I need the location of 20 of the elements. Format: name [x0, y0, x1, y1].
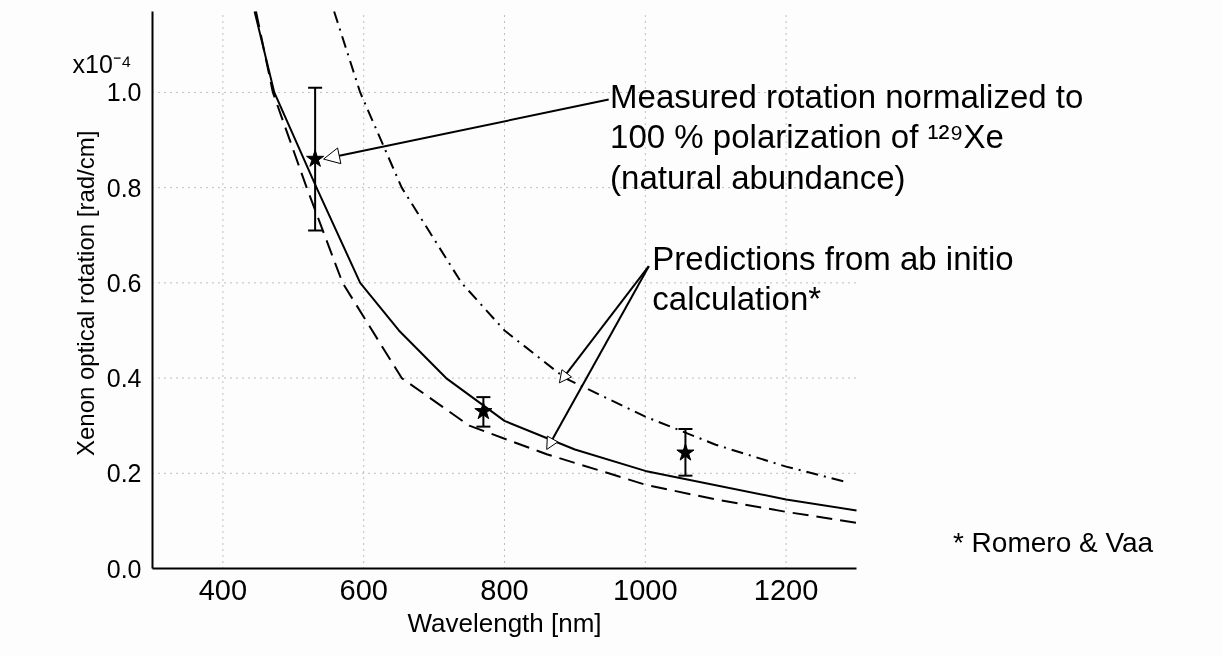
x-tick-label: 600 — [339, 573, 388, 606]
annotation: Measured rotation normalized to 100 % polarization of ¹²⁹Xe (natural abundance) — [610, 78, 1084, 196]
y-tick-label: 0.0 — [106, 554, 142, 583]
y-tick-label: 0.2 — [106, 459, 142, 488]
annotation: Predictions from ab initio calculation* — [652, 240, 1014, 318]
y-tick-label: 1.0 — [106, 78, 142, 107]
point — [676, 443, 695, 461]
y-axis-title: Xenon optical rotation [rad/cm] — [71, 130, 99, 457]
x-tick-label: 800 — [480, 573, 529, 606]
y-tick-label: 0.8 — [106, 173, 142, 202]
point — [306, 149, 325, 167]
x-tick-label: 1000 — [613, 573, 678, 606]
x-axis-title: Wavelength [nm] — [407, 607, 602, 638]
y-tick-label: 0.4 — [106, 364, 142, 393]
text: * Romero & Vaa — [952, 526, 1154, 558]
y-tick-label: 0.6 — [106, 268, 142, 297]
text: x10⁻⁴ — [72, 50, 132, 79]
x-tick-label: 1200 — [753, 573, 819, 606]
x-tick-label: 400 — [198, 573, 248, 606]
point — [474, 401, 493, 420]
